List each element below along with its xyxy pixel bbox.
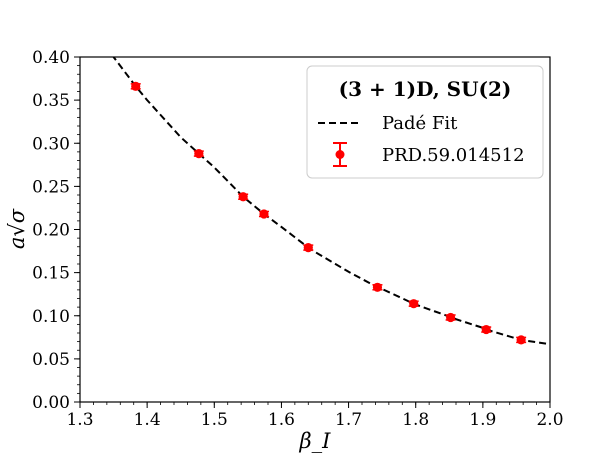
data-point — [516, 335, 527, 345]
legend: (3 + 1)D, SU(2) Padé Fit PRD.59.014512 — [306, 65, 544, 179]
pade-fit-line — [112, 57, 550, 346]
data-points-layer — [130, 81, 527, 345]
data-point — [408, 299, 419, 309]
legend-fit-label: Padé Fit — [382, 113, 458, 134]
data-marker — [372, 282, 383, 292]
y-tick-label: 0.40 — [32, 48, 70, 68]
fit-curve-layer — [112, 57, 550, 346]
x-tick-label: 1.7 — [335, 410, 362, 430]
data-marker — [259, 209, 269, 219]
data-marker — [303, 243, 313, 253]
y-axis-label: a√σ — [5, 208, 29, 249]
x-tick-label: 1.4 — [134, 410, 161, 430]
data-marker — [131, 81, 141, 91]
x-axis-label: β_I — [299, 429, 332, 453]
x-tick-label: 1.6 — [268, 410, 295, 430]
data-point — [445, 312, 456, 323]
y-tick-label: 0.10 — [32, 307, 70, 327]
data-point — [372, 282, 383, 292]
legend-box — [306, 65, 544, 179]
data-point — [130, 81, 141, 91]
data-marker — [238, 192, 248, 202]
y-tick-label: 0.00 — [32, 393, 70, 413]
y-tick-label: 0.30 — [32, 134, 70, 154]
x-tick-label: 1.8 — [402, 410, 429, 430]
data-point — [481, 324, 492, 335]
data-point — [258, 209, 269, 219]
axis-ticks: 1.3 1.4 1.5 1.6 1.7 1.8 1.9 2.0 0.00 0.05 0.10 0.15… — [32, 48, 563, 430]
x-tick-label: 1.9 — [469, 410, 496, 430]
y-tick-label: 0.25 — [32, 177, 70, 197]
legend-data-swatch — [333, 142, 347, 167]
y-tick-label: 0.35 — [32, 91, 70, 111]
legend-data-label: PRD.59.014512 — [382, 145, 525, 166]
data-marker — [516, 335, 526, 345]
y-tick-label: 0.05 — [32, 350, 70, 370]
y-tick-label: 0.15 — [32, 264, 70, 284]
x-tick-label: 1.3 — [66, 410, 93, 430]
data-point — [238, 192, 249, 202]
y-tick-label: 0.20 — [32, 221, 70, 241]
data-point — [303, 243, 314, 253]
data-marker — [446, 312, 456, 323]
data-point — [193, 149, 204, 159]
data-marker — [194, 149, 204, 159]
legend-title: (3 + 1)D, SU(2) — [339, 77, 512, 101]
data-marker — [409, 299, 419, 309]
x-tick-label: 2.0 — [536, 410, 563, 430]
x-tick-label: 1.5 — [201, 410, 228, 430]
plot-frame — [79, 56, 551, 403]
data-marker — [481, 324, 491, 335]
